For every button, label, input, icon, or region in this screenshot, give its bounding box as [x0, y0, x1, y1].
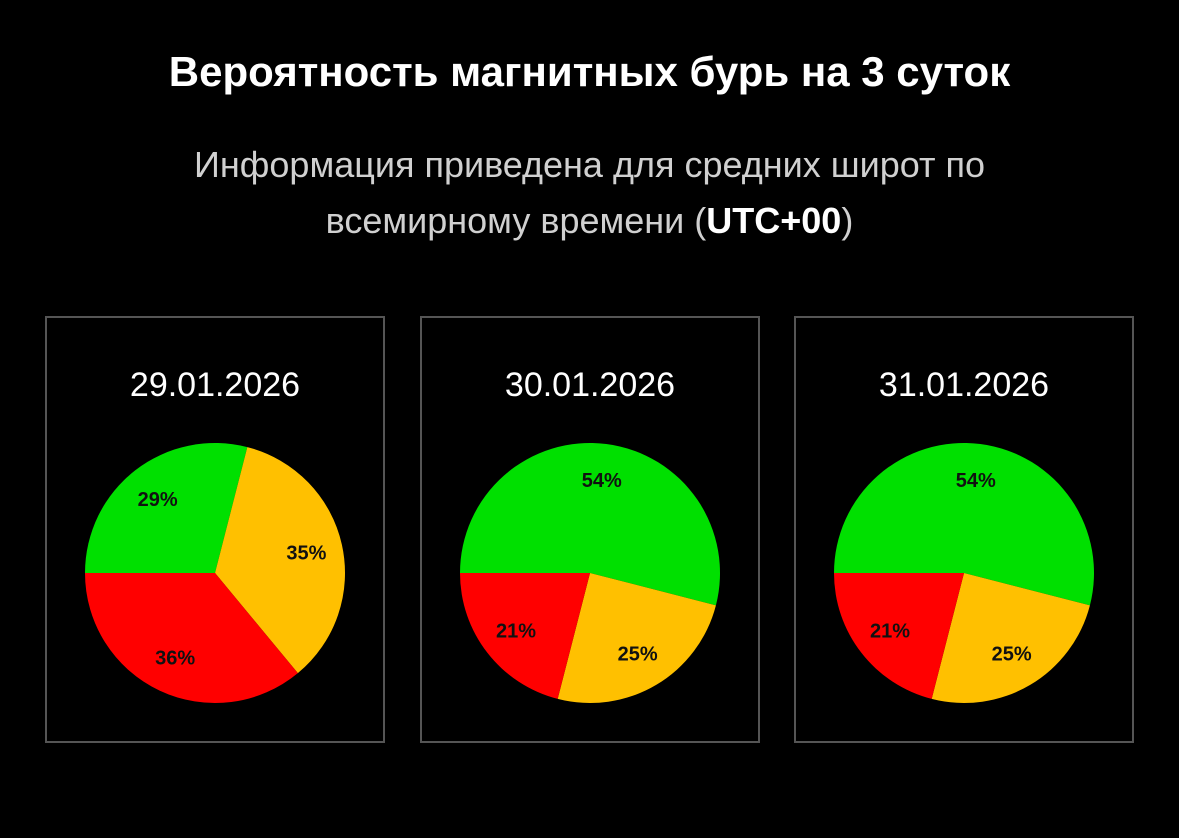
slice-percent-label: 35%: [286, 543, 326, 565]
pie-slice-green: [85, 443, 248, 573]
slice-percent-label: 25%: [618, 644, 658, 666]
pie-slice-red: [460, 573, 590, 699]
subtitle-line2-suffix: ): [841, 200, 854, 241]
subtitle-line1: Информация приведена для средних широт п…: [194, 144, 985, 185]
pie-slice-yellow: [215, 447, 345, 674]
pie-chart: 29% 35% 36%: [85, 443, 345, 703]
pie-chart: 54% 25% 21%: [834, 442, 1094, 703]
pie-slice-yellow: [931, 573, 1090, 703]
pie-slice-red: [834, 573, 964, 699]
slice-percent-label: 29%: [138, 489, 178, 511]
pie-chart: 54% 25% 21%: [460, 442, 720, 703]
card-date: 29.01.2026: [129, 366, 301, 404]
forecast-card-day1: 29.01.2026 29% 35% 36%: [45, 316, 385, 743]
slice-percent-label: 25%: [992, 644, 1032, 666]
card-date: 30.01.2026: [504, 366, 676, 404]
timezone-label: UTC+00: [706, 200, 842, 241]
slice-percent-label: 21%: [496, 620, 536, 642]
slice-percent-label: 36%: [155, 648, 195, 670]
slice-percent-label: 54%: [956, 470, 996, 492]
subtitle-line2-prefix: всемирному времени (: [325, 200, 707, 241]
pie-slice-yellow: [557, 573, 716, 703]
page-title: Вероятность магнитных бурь на 3 суток: [168, 48, 1011, 95]
forecast-card-day3: 31.01.2026 54% 25% 21%: [794, 316, 1134, 743]
pie-slice-red: [85, 573, 298, 703]
forecast-card-day2: 30.01.2026 54% 25% 21%: [420, 316, 760, 743]
slice-percent-label: 21%: [870, 620, 910, 642]
card-date: 31.01.2026: [878, 366, 1050, 404]
page-subtitle: Информация приведена для средних широт п…: [0, 137, 1179, 249]
pie-slice-green: [834, 442, 1094, 606]
slice-percent-label: 54%: [582, 470, 622, 492]
pie-slice-green: [460, 442, 720, 606]
